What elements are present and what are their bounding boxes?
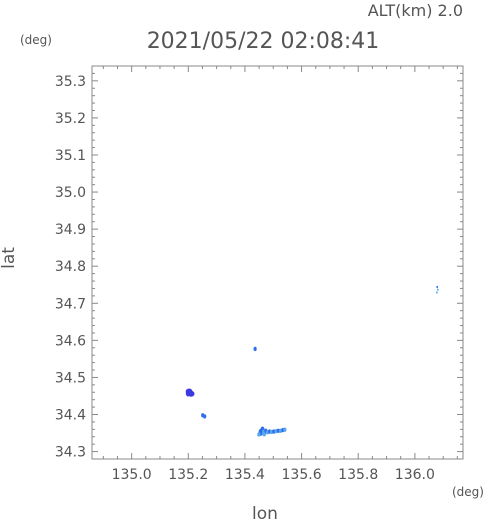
data-point bbox=[436, 288, 439, 291]
data-point bbox=[283, 427, 287, 432]
x-tick-label: 135.2 bbox=[168, 467, 208, 483]
axis-ticks: 135.0 135.2 135.4 135.6 135.8 136.0 34.3 34.4 34… bbox=[55, 65, 463, 483]
data-point bbox=[276, 428, 280, 433]
altitude-label: ALT(km) 2.0 bbox=[368, 1, 463, 20]
data-point bbox=[257, 432, 261, 437]
data-points bbox=[185, 285, 439, 437]
datetime-title: 2021/05/22 02:08:41 bbox=[147, 29, 380, 54]
y-tick-label: 35.2 bbox=[55, 111, 86, 127]
y-tick-label: 34.9 bbox=[55, 222, 86, 238]
data-point bbox=[436, 285, 439, 289]
x-axis-title: lon bbox=[252, 504, 278, 521]
y-tick-label: 34.3 bbox=[55, 445, 86, 461]
y-tick-label: 35.3 bbox=[55, 74, 86, 90]
data-point bbox=[203, 414, 207, 419]
x-unit-label: (deg) bbox=[452, 485, 484, 499]
x-tick-label: 136.0 bbox=[395, 467, 435, 483]
y-tick-label: 34.5 bbox=[55, 370, 86, 386]
y-tick-label: 34.4 bbox=[55, 408, 86, 424]
x-tick-label: 135.6 bbox=[282, 467, 322, 483]
y-tick-label: 34.7 bbox=[55, 296, 86, 312]
x-tick-label: 135.8 bbox=[338, 467, 378, 483]
plot-frame bbox=[91, 65, 464, 460]
y-tick-label: 35.1 bbox=[55, 148, 86, 164]
y-tick-label: 35.0 bbox=[55, 185, 86, 201]
y-tick-label: 34.8 bbox=[55, 259, 86, 275]
data-point bbox=[253, 346, 257, 352]
y-tick-label: 34.6 bbox=[55, 333, 86, 349]
data-point bbox=[436, 291, 438, 294]
data-point bbox=[185, 389, 191, 397]
y-unit-label: (deg) bbox=[20, 33, 52, 47]
x-tick-label: 135.0 bbox=[112, 467, 152, 483]
x-tick-label: 135.4 bbox=[225, 467, 265, 483]
y-axis-title: lat bbox=[0, 247, 19, 269]
